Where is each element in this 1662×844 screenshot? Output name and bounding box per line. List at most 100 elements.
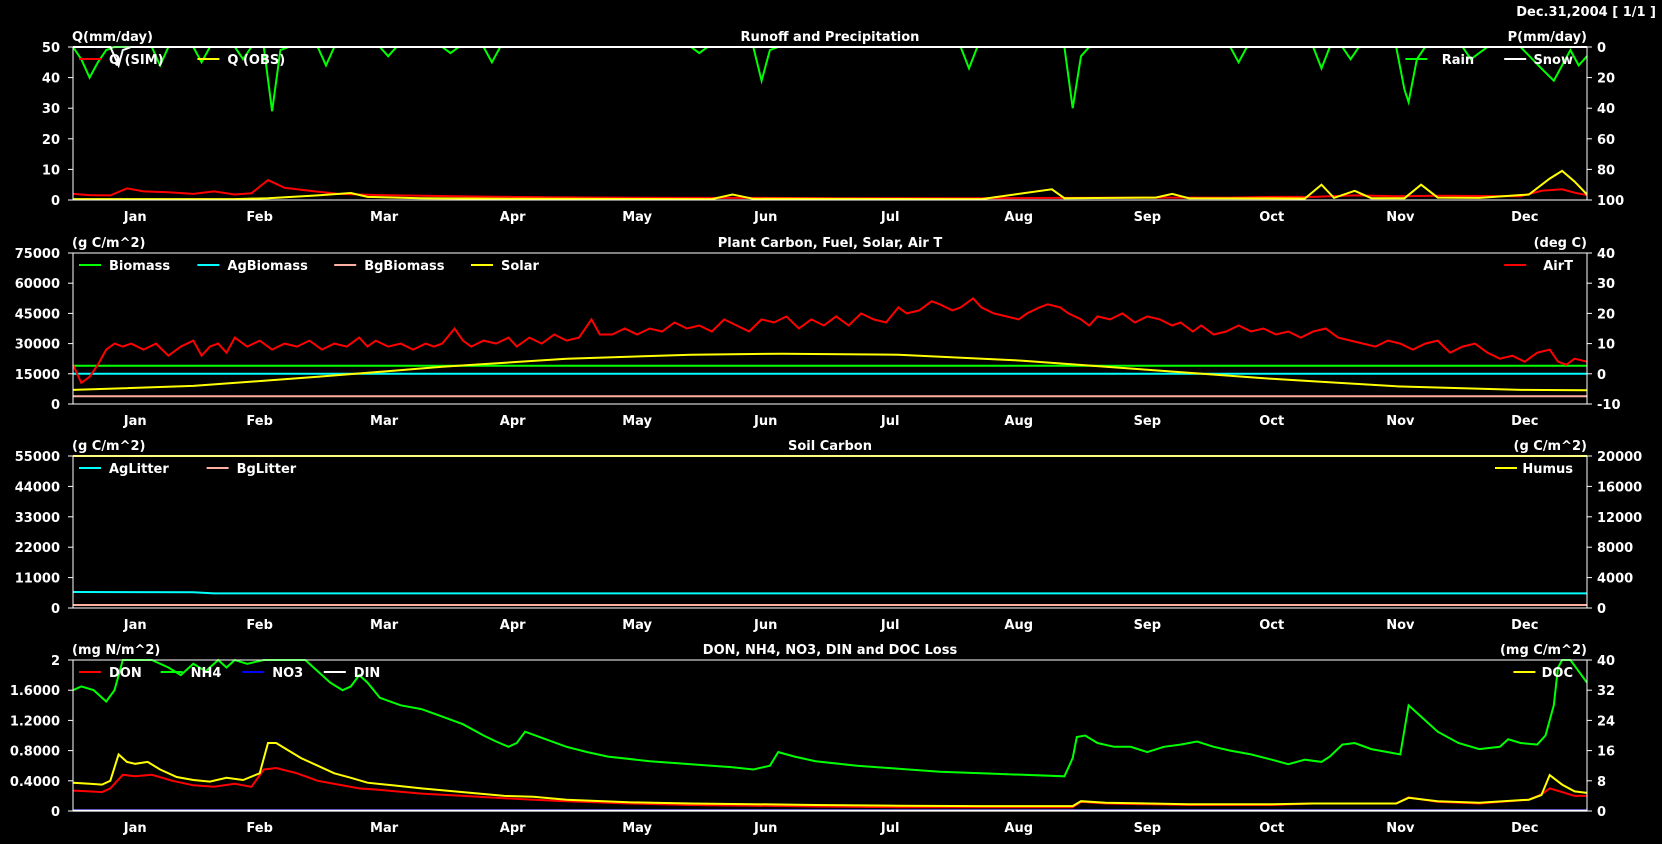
legend-label-soil-humus: Humus: [1522, 462, 1573, 477]
month-label-nitrogen-mar: Mar: [370, 821, 399, 836]
ytick-label-plant-5: 75000: [15, 247, 60, 262]
ytick-label-soil-0: 0: [51, 602, 60, 617]
month-label-nitrogen-may: May: [622, 821, 652, 836]
legend-label-runoff-q-obs-: Q (OBS): [227, 53, 285, 68]
series-line-plant-solar: [72, 352, 1588, 392]
ytick-label-plant-1: 15000: [15, 368, 60, 383]
panel-title-soil: Soil Carbon: [788, 439, 872, 454]
y2tick-label-nitrogen-0: 0: [1597, 805, 1606, 820]
month-label-soil-may: May: [622, 618, 652, 633]
legend-label-plant-solar: Solar: [501, 259, 540, 274]
series-line-nitrogen-doc: [72, 742, 1588, 808]
month-label-nitrogen-dec: Dec: [1511, 821, 1538, 836]
y2tick-label-runoff-0: 0: [1597, 41, 1606, 56]
legend-label-runoff-rain: Rain: [1442, 53, 1475, 68]
series-line-plant-airt: [72, 296, 1588, 385]
y2tick-label-plant-5: 40: [1597, 247, 1615, 262]
month-label-runoff-may: May: [622, 210, 652, 225]
y2tick-label-plant-2: 10: [1597, 338, 1615, 353]
y2tick-label-runoff-2: 40: [1597, 102, 1615, 117]
month-label-runoff-jul: Jul: [880, 210, 900, 225]
y2tick-label-plant-0: -10: [1597, 398, 1621, 413]
month-label-plant-dec: Dec: [1511, 414, 1538, 429]
month-label-plant-feb: Feb: [246, 414, 272, 429]
month-label-nitrogen-sep: Sep: [1134, 821, 1162, 836]
month-label-soil-mar: Mar: [370, 618, 399, 633]
month-label-soil-feb: Feb: [246, 618, 272, 633]
y2tick-label-nitrogen-3: 24: [1597, 714, 1615, 729]
y2tick-label-nitrogen-2: 16: [1597, 745, 1615, 760]
month-label-runoff-nov: Nov: [1386, 210, 1415, 225]
month-label-soil-sep: Sep: [1134, 618, 1162, 633]
ylabel-runoff: Q(mm/day): [72, 30, 153, 45]
y2label-plant: (deg C): [1534, 236, 1587, 251]
series-line-runoff-snow: [73, 46, 1587, 69]
ytick-label-runoff-2: 20: [42, 133, 60, 148]
legend-label-soil-bglitter: BgLitter: [237, 462, 297, 477]
month-label-plant-sep: Sep: [1134, 414, 1162, 429]
panel-title-nitrogen: DON, NH4, NO3, DIN and DOC Loss: [703, 643, 958, 658]
ytick-label-runoff-1: 10: [42, 163, 60, 178]
y2tick-label-plant-3: 20: [1597, 307, 1615, 322]
y2tick-label-soil-4: 16000: [1597, 480, 1642, 495]
legend-label-plant-airt: AirT: [1543, 259, 1573, 274]
y2tick-label-runoff-5: 100: [1597, 194, 1624, 209]
ytick-label-soil-4: 44000: [15, 480, 60, 495]
month-label-nitrogen-jul: Jul: [880, 821, 900, 836]
ytick-label-runoff-5: 50: [42, 41, 60, 56]
month-label-soil-apr: Apr: [500, 618, 526, 633]
panel-title-runoff: Runoff and Precipitation: [741, 30, 920, 45]
month-label-runoff-feb: Feb: [246, 210, 272, 225]
legend-label-nitrogen-doc: DOC: [1542, 666, 1573, 681]
ylabel-soil: (g C/m^2): [72, 439, 146, 454]
legend-label-plant-agbiomass: AgBiomass: [227, 259, 308, 274]
month-label-nitrogen-jan: Jan: [123, 821, 147, 836]
series-line-soil-aglitter: [72, 591, 1587, 595]
y2tick-label-soil-5: 20000: [1597, 450, 1642, 465]
month-label-plant-oct: Oct: [1259, 414, 1284, 429]
y2tick-label-runoff-4: 80: [1597, 163, 1615, 178]
month-label-plant-mar: Mar: [370, 414, 399, 429]
ylabel-nitrogen: (mg N/m^2): [72, 643, 160, 658]
ytick-label-nitrogen-5: 2: [51, 654, 60, 669]
legend-label-nitrogen-don: DON: [109, 666, 142, 681]
ytick-label-plant-0: 0: [51, 398, 60, 413]
y2tick-label-runoff-1: 20: [1597, 72, 1615, 87]
legend-label-runoff-snow: Snow: [1533, 53, 1573, 68]
month-label-soil-oct: Oct: [1259, 618, 1284, 633]
y2tick-label-plant-4: 30: [1597, 277, 1615, 292]
date-stamp: Dec.31,2004 [ 1/1 ]: [1516, 5, 1656, 20]
month-label-plant-jun: Jun: [753, 414, 777, 429]
y2tick-label-soil-3: 12000: [1597, 511, 1642, 526]
y2tick-label-plant-1: 0: [1597, 368, 1606, 383]
ytick-label-plant-2: 30000: [15, 338, 60, 353]
y2tick-label-nitrogen-4: 32: [1597, 684, 1615, 699]
ytick-label-runoff-0: 0: [51, 194, 60, 209]
y2tick-label-soil-2: 8000: [1597, 541, 1633, 556]
legend-label-plant-bgbiomass: BgBiomass: [364, 259, 445, 274]
y2label-soil: (g C/m^2): [1514, 439, 1588, 454]
y2tick-label-soil-0: 0: [1597, 602, 1606, 617]
y2label-runoff: P(mm/day): [1508, 30, 1587, 45]
panel-frame-nitrogen: [72, 659, 1588, 812]
month-label-nitrogen-jun: Jun: [753, 821, 777, 836]
panel-title-plant: Plant Carbon, Fuel, Solar, Air T: [718, 236, 943, 251]
ytick-label-runoff-4: 40: [42, 72, 60, 87]
panel-frame-soil: [72, 455, 1588, 609]
month-label-runoff-oct: Oct: [1259, 210, 1284, 225]
ytick-label-nitrogen-3: 1.2000: [10, 714, 60, 729]
month-label-plant-jul: Jul: [880, 414, 900, 429]
ytick-label-soil-5: 55000: [15, 450, 60, 465]
month-label-plant-jan: Jan: [123, 414, 147, 429]
month-label-nitrogen-nov: Nov: [1386, 821, 1415, 836]
month-label-nitrogen-feb: Feb: [246, 821, 272, 836]
ytick-label-nitrogen-1: 0.4000: [10, 775, 60, 790]
series-line-runoff-q-obs-: [73, 169, 1588, 201]
month-label-soil-nov: Nov: [1386, 618, 1415, 633]
month-label-nitrogen-oct: Oct: [1259, 821, 1284, 836]
month-label-plant-may: May: [622, 414, 652, 429]
month-label-soil-dec: Dec: [1511, 618, 1538, 633]
ytick-label-soil-1: 11000: [15, 572, 60, 587]
month-label-runoff-mar: Mar: [370, 210, 399, 225]
